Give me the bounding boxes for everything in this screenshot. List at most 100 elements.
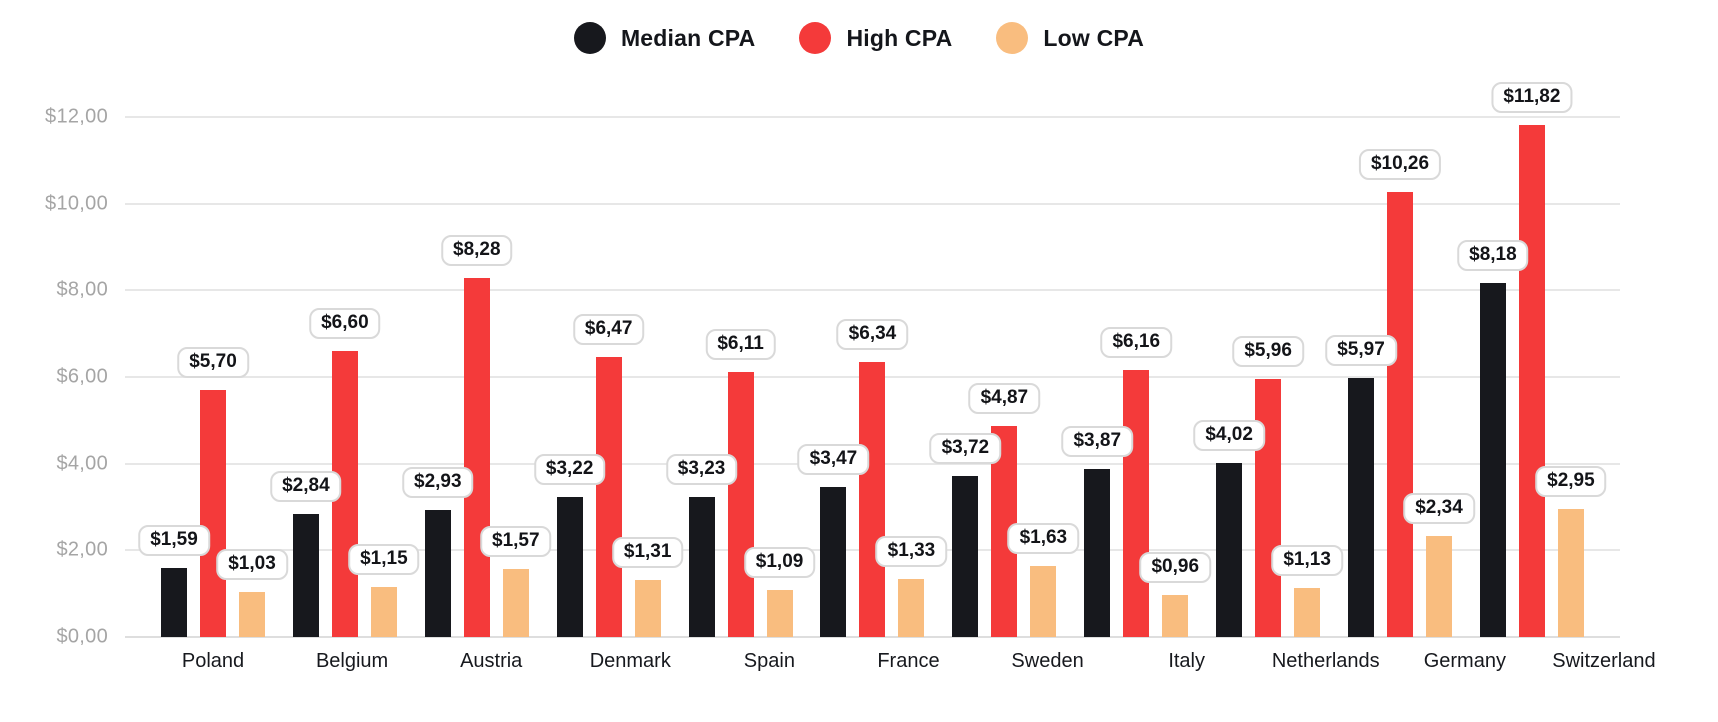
y-axis-tick-label: $8,00 — [56, 278, 108, 301]
bar-low-cpa-austria — [502, 568, 529, 637]
plot-area: $1,59 $5,70 $1,03 $2,84 $6,60 $1,15 $2,93 $8,28… — [125, 81, 1620, 638]
value-label-high-cpa-spain: $6,11 — [705, 329, 776, 361]
value-label-median-cpa-italy: $3,87 — [1061, 426, 1134, 458]
bar-slot: $6,47 — [572, 117, 645, 637]
chart-legend: Median CPA High CPA Low CPA — [0, 22, 1718, 54]
value-label-median-cpa-sweden: $3,72 — [929, 432, 1002, 464]
gridline-8 — [125, 289, 1620, 292]
bar-slot: $3,47 — [797, 117, 870, 637]
value-label-high-cpa-denmark: $6,47 — [572, 313, 645, 345]
value-label-high-cpa-switzerland: $11,82 — [1491, 81, 1573, 113]
bar-group-switzerland: $8,18 $11,82 $2,95 — [1457, 81, 1607, 637]
bar-groups: $1,59 $5,70 $1,03 $2,84 $6,60 $1,15 $2,93 $8,28… — [125, 81, 1620, 637]
legend-label: Low CPA — [1043, 24, 1145, 51]
value-label-high-cpa-italy: $6,16 — [1100, 327, 1173, 359]
bar-slot: $1,09 — [743, 117, 816, 637]
bar-slot: $2,84 — [270, 117, 342, 637]
bar-group-sweden: $3,72 $4,87 $1,63 — [929, 117, 1080, 637]
value-label-median-cpa-germany: $5,97 — [1325, 335, 1397, 367]
value-label-low-cpa-belgium: $1,15 — [348, 544, 420, 576]
bar-high-cpa-poland — [200, 390, 226, 637]
value-label-high-cpa-austria: $8,28 — [441, 235, 513, 267]
y-axis-tick-label: $10,00 — [45, 192, 108, 215]
y-axis-tick-label: $2,00 — [56, 538, 108, 561]
bar-low-cpa-italy — [1162, 595, 1189, 637]
value-label-high-cpa-germany: $10,26 — [1358, 149, 1442, 181]
bar-group-spain: $3,23 $6,11 $1,09 — [665, 117, 816, 637]
bar-median-cpa-netherlands — [1216, 462, 1243, 637]
value-label-low-cpa-poland: $1,03 — [216, 549, 288, 581]
bar-low-cpa-sweden — [1030, 566, 1057, 637]
bar-group-poland: $1,59 $5,70 $1,03 — [138, 117, 288, 637]
bar-median-cpa-germany — [1348, 378, 1375, 637]
x-axis-label-switzerland: Switzerland — [1552, 650, 1656, 672]
y-axis: $12,00 $10,00 $8,00 $6,00 $4,00 $2,00 $0,00 — [0, 106, 108, 648]
bar-slot: $10,26 — [1358, 117, 1442, 637]
bar-median-cpa-sweden — [952, 475, 979, 637]
bar-low-cpa-switzerland — [1557, 509, 1584, 637]
x-axis-label-sweden: Sweden — [1011, 650, 1084, 672]
x-axis-label-netherlands: Netherlands — [1271, 650, 1380, 672]
bar-group-italy: $3,87 $6,16 $0,96 — [1061, 117, 1212, 637]
bar-high-cpa-austria — [463, 278, 490, 637]
value-label-low-cpa-switzerland: $2,95 — [1535, 466, 1607, 498]
bar-group-austria: $2,93 $8,28 $1,57 — [402, 117, 552, 637]
bar-slot: $0,96 — [1139, 117, 1212, 637]
value-label-median-cpa-france: $3,47 — [797, 443, 870, 475]
value-label-high-cpa-netherlands: $5,96 — [1232, 335, 1304, 367]
bar-slot: $8,28 — [441, 117, 513, 637]
legend-label: High CPA — [846, 24, 953, 51]
bar-group-france: $3,47 $6,34 $1,33 — [797, 117, 948, 637]
bar-slot: $5,70 — [177, 117, 249, 637]
bar-slot: $3,72 — [929, 117, 1002, 637]
value-label-high-cpa-poland: $5,70 — [177, 347, 249, 378]
bar-slot: $3,23 — [665, 117, 738, 637]
bar-slot: $1,33 — [875, 117, 948, 637]
y-axis-tick-label: $4,00 — [56, 452, 108, 475]
legend-item-high-cpa: High CPA — [799, 22, 952, 54]
value-label-low-cpa-denmark: $1,31 — [611, 537, 684, 569]
bar-slot: $4,02 — [1193, 117, 1265, 637]
bar-median-cpa-poland — [161, 568, 187, 637]
bar-high-cpa-france — [859, 362, 886, 637]
x-axis-label-belgium: Belgium — [315, 650, 389, 672]
bar-slot: $1,59 — [138, 117, 210, 637]
x-axis-label-spain: Spain — [743, 650, 795, 672]
bar-low-cpa-netherlands — [1294, 588, 1321, 637]
legend-item-median-cpa: Median CPA — [573, 22, 755, 54]
bar-high-cpa-spain — [727, 372, 754, 637]
bar-high-cpa-denmark — [595, 356, 622, 637]
x-axis-label-italy: Italy — [1168, 650, 1205, 672]
value-label-median-cpa-poland: $1,59 — [138, 525, 210, 557]
bar-slot: $3,87 — [1061, 117, 1134, 637]
value-label-median-cpa-belgium: $2,84 — [270, 470, 342, 502]
value-label-high-cpa-france: $6,34 — [836, 319, 909, 351]
bar-slot: $1,13 — [1271, 117, 1343, 637]
bar-median-cpa-austria — [424, 510, 451, 637]
value-label-low-cpa-netherlands: $1,13 — [1271, 545, 1343, 577]
bar-group-denmark: $3,22 $6,47 $1,31 — [533, 117, 684, 637]
bar-high-cpa-netherlands — [1255, 378, 1282, 637]
value-label-low-cpa-spain: $1,09 — [743, 546, 816, 578]
y-axis-tick-label: $6,00 — [56, 365, 108, 388]
value-label-median-cpa-netherlands: $4,02 — [1193, 419, 1265, 451]
bar-slot: $4,87 — [968, 117, 1041, 637]
legend-swatch-low-cpa — [996, 22, 1029, 54]
bar-low-cpa-belgium — [370, 587, 397, 637]
bar-median-cpa-switzerland — [1479, 282, 1506, 637]
bar-median-cpa-spain — [688, 497, 715, 637]
x-axis-label-austria: Austria — [460, 650, 523, 672]
bar-median-cpa-italy — [1084, 469, 1111, 637]
bar-slot: $5,97 — [1325, 117, 1397, 637]
value-label-median-cpa-spain: $3,23 — [665, 454, 738, 486]
y-axis-tick-label: $0,00 — [56, 625, 108, 648]
bar-median-cpa-belgium — [292, 513, 319, 637]
legend-item-low-cpa: Low CPA — [996, 22, 1144, 54]
bar-median-cpa-denmark — [556, 497, 583, 637]
bar-slot: $1,15 — [348, 117, 420, 637]
legend-swatch-high-cpa — [799, 22, 832, 54]
gridline-10 — [125, 202, 1620, 205]
bar-high-cpa-italy — [1123, 370, 1150, 637]
bar-low-cpa-germany — [1426, 535, 1453, 637]
